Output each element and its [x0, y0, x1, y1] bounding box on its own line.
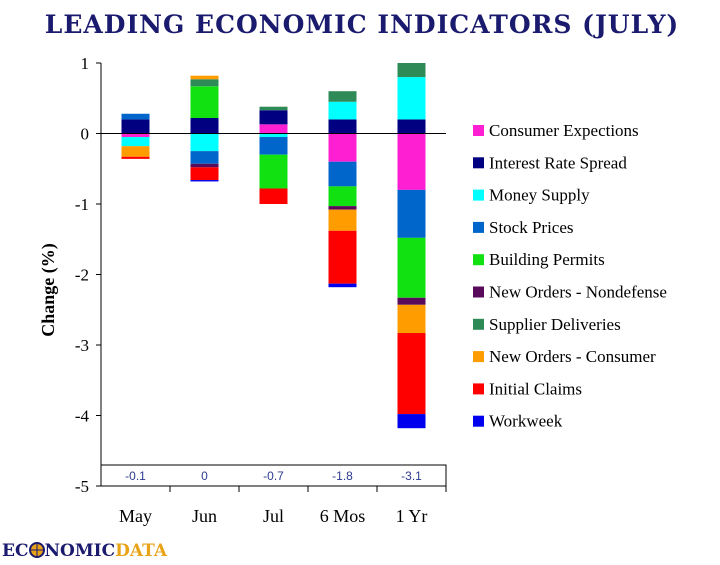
- legend-swatch: [473, 125, 484, 136]
- bar-segment: [328, 133, 357, 162]
- bar-segment: [328, 101, 357, 120]
- bar-segment: [397, 304, 426, 334]
- bar-segment: [121, 137, 150, 147]
- bar-segment: [397, 297, 426, 305]
- bar-segment: [328, 186, 357, 207]
- y-tick-label: -1: [75, 195, 89, 214]
- x-tick-label: May: [119, 506, 152, 526]
- legend-label: Money Supply: [489, 186, 590, 205]
- legend-swatch: [473, 189, 484, 201]
- bar-segment: [397, 414, 426, 429]
- bar-segment: [397, 77, 426, 120]
- legend-label: Consumer Expections: [489, 121, 639, 140]
- bar-segment: [259, 124, 288, 134]
- legend-swatch: [473, 318, 484, 330]
- total-value: 0: [201, 469, 208, 483]
- bar-segment: [190, 180, 219, 182]
- bar-segment: [190, 133, 219, 152]
- x-tick-label: 6 Mos: [320, 506, 366, 526]
- legend-label: Initial Claims: [489, 379, 582, 398]
- total-value: -0.7: [263, 469, 284, 483]
- x-tick-label: Jun: [192, 506, 217, 526]
- bar-segment: [190, 117, 219, 134]
- bar-segment: [259, 133, 288, 138]
- legend-swatch: [473, 286, 484, 298]
- bar-segment: [121, 156, 150, 159]
- logo-part-3: DATA: [115, 541, 168, 561]
- bar-segment: [121, 133, 150, 138]
- x-tick-label: Jul: [263, 506, 284, 526]
- bar-segment: [397, 133, 426, 190]
- bar-segment: [190, 86, 219, 118]
- bar-segment: [190, 167, 219, 181]
- bar-segment: [259, 110, 288, 125]
- legend-swatch: [473, 383, 484, 395]
- legend-swatch: [473, 254, 484, 266]
- bar-segment: [121, 113, 150, 120]
- bar-segment: [397, 63, 426, 78]
- bar-segment: [259, 188, 288, 204]
- bar-segment: [328, 283, 357, 288]
- bar-segment: [328, 119, 357, 134]
- y-tick-label: -2: [75, 266, 89, 285]
- logo-part-2: NOMIC: [45, 541, 116, 561]
- bar-segment: [397, 189, 426, 238]
- bar-segment: [328, 230, 357, 284]
- bar-segment: [121, 146, 150, 157]
- y-tick-label: 0: [81, 125, 90, 144]
- chart-title: LEADING ECONOMIC INDICATORS (JULY): [45, 10, 680, 39]
- totals-table: -0.1 0 -0.7 -1.8 -3.1: [100, 464, 447, 492]
- legend-swatch: [473, 415, 484, 427]
- total-value: -1.8: [332, 469, 353, 483]
- axes: May Jun Jul 6 Mos 1 Yr 1 0 -1 -2 -3 -4 -5: [75, 54, 446, 526]
- bar-segment: [259, 106, 288, 111]
- total-value: -0.1: [125, 469, 146, 483]
- bar-segment: [259, 154, 288, 189]
- legend-label: New Orders - Nondefense: [489, 283, 667, 302]
- bar-segment: [190, 75, 219, 80]
- legend-label: Stock Prices: [489, 218, 574, 237]
- legend-label: Interest Rate Spread: [489, 153, 627, 172]
- logo-part-1: EC: [2, 541, 29, 561]
- bar-segment: [328, 161, 357, 187]
- bar-segment: [328, 206, 357, 210]
- bar-segment: [121, 119, 150, 134]
- legend: Consumer Expections Interest Rate Spread M…: [473, 121, 667, 431]
- y-tick-label: -5: [75, 477, 89, 496]
- x-tick-label: 1 Yr: [396, 506, 428, 526]
- bar-segment: [190, 163, 219, 168]
- y-axis-label: Change (%): [38, 243, 59, 337]
- y-tick-label: -4: [75, 407, 90, 426]
- legend-label: Workweek: [489, 412, 563, 431]
- bar-segment: [190, 79, 219, 87]
- bar-stacks: [121, 63, 426, 429]
- economicdata-logo: EC NOMICDATA: [2, 541, 168, 561]
- totals-box: [100, 464, 447, 487]
- y-tick-label: 1: [81, 54, 90, 73]
- bar-segment: [328, 91, 357, 102]
- legend-swatch: [473, 351, 484, 363]
- bar-segment: [397, 333, 426, 415]
- bar-segment: [397, 237, 426, 298]
- legend-label: Building Permits: [489, 250, 605, 269]
- logo-globe-icon: [29, 542, 45, 558]
- legend-label: Supplier Deliveries: [489, 315, 621, 334]
- legend-label: New Orders - Consumer: [489, 347, 656, 366]
- bar-segment: [259, 137, 288, 155]
- bar-segment: [190, 151, 219, 164]
- bar-segment: [397, 119, 426, 134]
- legend-swatch: [473, 157, 484, 169]
- total-value: -3.1: [401, 469, 422, 483]
- bar-segment: [328, 209, 357, 231]
- y-tick-label: -3: [75, 336, 89, 355]
- legend-swatch: [473, 221, 484, 233]
